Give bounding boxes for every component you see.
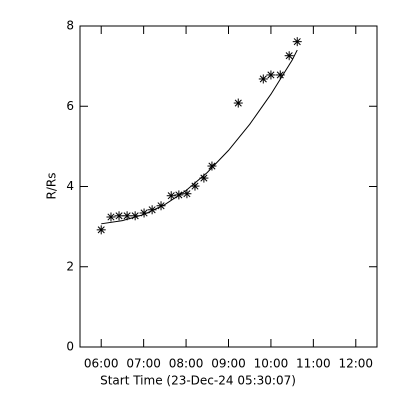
asterisk-stroke [183,190,191,198]
asterisk-stroke [200,174,208,182]
y-tick-label: 4 [66,179,74,193]
asterisk-point [114,211,124,221]
x-tick-label: 08:00 [169,357,204,371]
x-tick-label: 07:00 [126,357,161,371]
asterisk-point [147,205,157,215]
asterisk-stroke [191,182,199,190]
x-tick-label: 10:00 [254,357,289,371]
x-tick-label: 11:00 [296,357,331,371]
x-tick-label: 09:00 [211,357,246,371]
asterisk-point [122,211,132,221]
y-tick-label: 8 [66,19,74,33]
y-tick-label: 6 [66,99,74,113]
asterisk-point [258,74,268,84]
asterisk-stroke [285,52,293,60]
x-axis-label: Start Time (23-Dec-24 05:30:07) [100,374,296,388]
asterisk-point [275,70,285,80]
y-axis-label: R/Rs [45,173,59,200]
asterisk-stroke [259,75,267,83]
asterisk-point [207,161,217,171]
asterisk-stroke [276,71,284,79]
asterisk-stroke [123,212,131,220]
asterisk-stroke [167,192,175,200]
asterisk-point [266,70,276,80]
asterisk-stroke [97,226,105,234]
asterisk-point [156,201,166,211]
y-tick-label: 0 [66,340,74,354]
x-tick-label: 06:00 [84,357,119,371]
asterisk-stroke [107,213,115,221]
asterisk-point [233,98,243,108]
asterisk-point [292,37,302,47]
x-tick-label: 12:00 [338,357,373,371]
asterisk-stroke [267,71,275,79]
asterisk-stroke [208,162,216,170]
asterisk-point [106,212,116,222]
asterisk-point [284,51,294,61]
asterisk-point [96,225,106,235]
plot-frame [79,25,378,348]
asterisk-stroke [115,212,123,220]
y-tick-label: 2 [66,259,74,273]
asterisk-stroke [293,38,301,46]
asterisk-stroke [234,99,242,107]
asterisk-point [182,189,192,199]
fit-line [101,49,298,225]
asterisk-point [166,191,176,201]
